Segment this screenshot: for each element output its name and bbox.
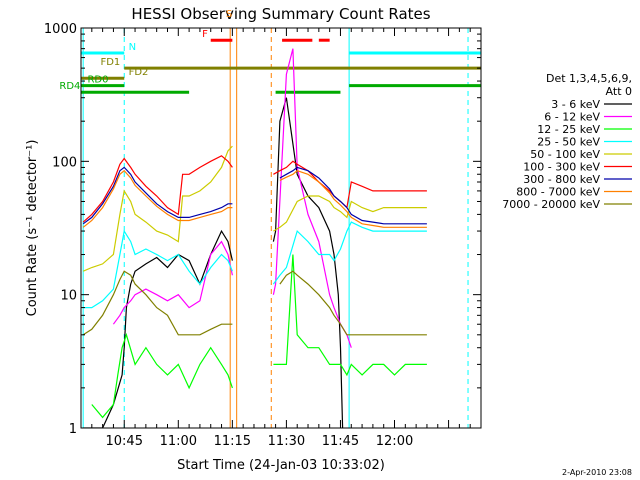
x-tick-label-2: 11:15	[214, 434, 251, 449]
legend-label-6: 300 - 800 keV	[523, 173, 600, 186]
chart-title: HESSI Observing Summary Count Rates	[131, 5, 430, 23]
x-axis-label: Start Time (24-Jan-03 10:33:02)	[177, 458, 385, 473]
flag-label-rd4: RD4	[59, 81, 80, 92]
legend-title-1: Att 0	[606, 85, 632, 98]
series-line-0	[83, 97, 344, 428]
legend-label-2: 12 - 25 keV	[537, 123, 600, 136]
legend-label-7: 800 - 7000 keV	[516, 186, 600, 199]
legend-title-0: Det 1,3,4,5,6,9,	[546, 72, 632, 85]
legend-label-8: 7000 - 20000 keV	[502, 198, 600, 211]
x-tick-label-1: 11:00	[160, 434, 197, 449]
flag-label-s: S	[226, 9, 232, 20]
y-tick-label-2: 100	[52, 155, 77, 170]
legend-label-1: 6 - 12 keV	[544, 111, 600, 124]
y-tick-label-0: 1	[69, 422, 77, 437]
series-line-6	[82, 166, 427, 225]
series-line-7	[82, 169, 427, 228]
y-tick-label-1: 10	[60, 289, 77, 304]
plot-frame	[80, 27, 482, 429]
flag-label-fd1: FD1	[100, 57, 120, 68]
legend-label-0: 3 - 6 keV	[551, 98, 600, 111]
series-line-4	[82, 145, 427, 272]
flag-label-rd0: RD0	[87, 75, 108, 86]
legend-label-4: 50 - 100 keV	[530, 148, 600, 161]
flag-label-n: N	[129, 42, 136, 53]
y-axis-label: Count Rate (s⁻¹ detector⁻¹)	[25, 140, 40, 317]
timestamp: 2-Apr-2010 23:08	[562, 468, 632, 477]
plot-area: N FD1 FD2 RD0 RD4 F S 1 10 100 1000 10:45 11:00 11:15…	[44, 9, 482, 449]
flag-label-f: F	[202, 29, 208, 40]
series-line-3	[83, 221, 427, 309]
legend-label-3: 25 - 50 keV	[537, 136, 600, 149]
flag-label-fd2: FD2	[129, 67, 149, 78]
legend-label-5: 100 - 300 keV	[523, 161, 600, 174]
series-line-8	[82, 270, 427, 336]
x-tick-label-4: 11:45	[322, 434, 359, 449]
series-line-2	[91, 254, 427, 419]
x-tick-label-3: 11:30	[268, 434, 305, 449]
y-tick-label-3: 1000	[44, 22, 77, 37]
x-tick-label-5: 12:00	[376, 434, 413, 449]
x-tick-label-0: 10:45	[106, 434, 143, 449]
